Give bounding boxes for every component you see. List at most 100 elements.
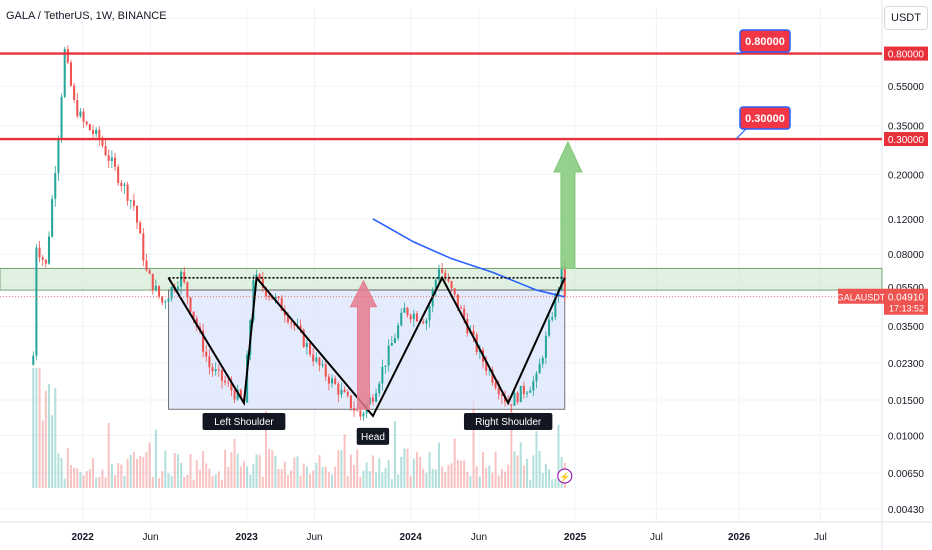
candle-body xyxy=(286,315,290,323)
volume-bar xyxy=(481,452,485,488)
candle-body xyxy=(334,378,337,385)
volume-bar xyxy=(384,468,387,488)
candle-body xyxy=(66,49,69,63)
volume-bar xyxy=(412,458,415,488)
candle-body xyxy=(412,313,415,320)
symbol-tag xyxy=(838,288,884,304)
volume-bar xyxy=(107,422,110,488)
candle-body xyxy=(522,385,525,394)
volume-bar xyxy=(123,476,126,488)
volume-bar xyxy=(139,455,142,488)
annotation-box xyxy=(463,413,553,431)
candle-body xyxy=(318,357,321,366)
callout-box xyxy=(739,106,791,130)
volume-bar xyxy=(299,475,302,488)
volume-bar xyxy=(541,472,544,488)
candle-body xyxy=(494,382,497,388)
candle-body xyxy=(331,378,334,384)
volume-bar xyxy=(478,476,481,488)
candle-body xyxy=(400,312,403,326)
candle-body xyxy=(444,272,447,279)
price-axis: 1.200000.800000.550000.350000.300000.200… xyxy=(0,14,928,516)
volume-bar xyxy=(469,476,472,488)
volume-bar xyxy=(274,455,277,488)
volume-bar xyxy=(346,476,349,488)
volume-bar xyxy=(246,466,249,488)
volume-bar xyxy=(233,438,236,488)
volume-bar xyxy=(38,368,41,488)
volume-bar xyxy=(375,472,378,488)
volume-bar xyxy=(151,476,154,488)
candle-body xyxy=(91,130,95,134)
candle-body xyxy=(208,356,211,368)
time-tick-label: Jul xyxy=(814,532,827,543)
candle-body xyxy=(290,322,293,324)
volume-bar xyxy=(453,438,456,488)
arrows xyxy=(349,140,583,410)
annotation-label: Head xyxy=(361,432,385,443)
head-arrow xyxy=(349,279,378,410)
volume-bar xyxy=(318,455,321,488)
volume-bar xyxy=(73,467,76,488)
candle-body xyxy=(132,200,135,207)
candle-body xyxy=(459,307,463,309)
price-tick-label: 0.02300 xyxy=(888,359,925,370)
annotation-label: Right Shoulder xyxy=(475,417,542,428)
time-axis: 2022 Jun 2023 Jun 2024 Jun 2025 Jul 2026 Jul xyxy=(72,532,827,543)
time-tick-label: 2026 xyxy=(728,532,751,543)
volume-bar xyxy=(198,470,201,488)
candle-body xyxy=(299,325,302,330)
volume-bar xyxy=(387,460,390,488)
candle-body xyxy=(85,121,88,125)
currency-button[interactable]: USDT xyxy=(884,6,928,30)
volume-bar xyxy=(145,452,148,488)
candle-body xyxy=(167,298,170,302)
volume-bar xyxy=(293,457,296,488)
volume-bar xyxy=(230,452,233,488)
candle-body xyxy=(321,364,324,366)
candle-body xyxy=(220,370,223,381)
volume-bar xyxy=(211,476,214,488)
candle-body xyxy=(324,364,327,377)
candle-body xyxy=(406,307,409,316)
volume-bar xyxy=(337,449,340,488)
candle-body xyxy=(73,85,76,100)
candle-body xyxy=(274,296,277,300)
volume-bar xyxy=(129,454,132,488)
pattern-zigzag xyxy=(167,275,566,418)
annotation-box xyxy=(356,427,390,445)
volume-bar xyxy=(114,475,117,488)
candle-body xyxy=(123,184,126,186)
candle-body xyxy=(79,111,82,117)
volume-bar xyxy=(466,471,469,488)
volume-bar xyxy=(154,429,157,488)
volume-bar xyxy=(110,463,113,488)
volume-bar xyxy=(183,476,186,488)
volume-bar xyxy=(529,479,532,488)
volume-bar xyxy=(557,424,560,488)
volume-bar xyxy=(255,454,258,488)
volume-bar xyxy=(258,454,261,488)
price-tick-label: 0.00430 xyxy=(888,505,925,516)
candle-body xyxy=(554,295,557,318)
candle-body xyxy=(139,222,142,234)
candle-body xyxy=(205,351,208,357)
volume-bar xyxy=(390,479,393,488)
volume-bar xyxy=(296,456,299,488)
callout-pointer xyxy=(735,128,747,140)
candle-body xyxy=(415,313,418,322)
candle-body xyxy=(327,376,330,384)
volume-bar xyxy=(535,431,538,488)
time-tick-label: Jun xyxy=(306,532,322,543)
candle-body xyxy=(261,278,264,288)
candle-body xyxy=(47,236,50,264)
callout-label: 0.30000 xyxy=(745,113,785,125)
candle-body xyxy=(500,394,503,397)
volume-bar xyxy=(548,469,551,488)
volume-bar xyxy=(551,479,554,488)
volume-bar xyxy=(397,474,400,488)
candle-body xyxy=(428,306,431,321)
candle-body xyxy=(315,357,318,362)
volume-bar xyxy=(431,468,434,488)
